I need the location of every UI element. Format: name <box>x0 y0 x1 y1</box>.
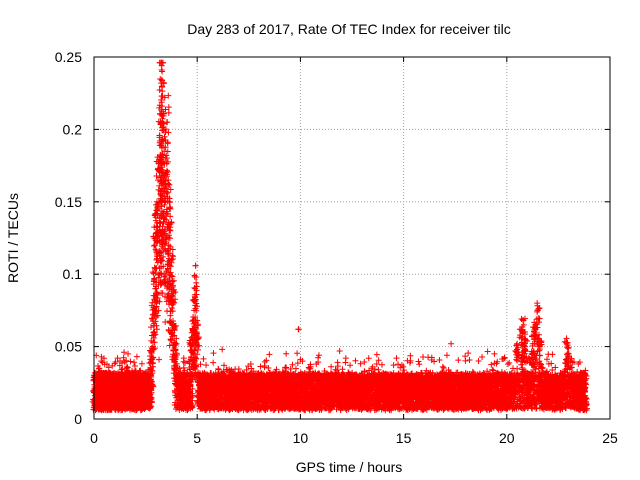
noise-point <box>105 364 112 371</box>
noise-point <box>131 359 138 366</box>
noise-point <box>138 360 145 367</box>
noise-point <box>112 359 119 366</box>
noise-point <box>120 354 127 361</box>
noise-point <box>121 349 128 356</box>
noise-point <box>121 359 128 366</box>
noise-point <box>101 355 108 362</box>
noise-point <box>119 366 126 373</box>
noise-point <box>133 353 140 360</box>
dense-scatter-marks <box>89 59 590 414</box>
noise-point <box>123 357 130 364</box>
noise-point <box>109 362 116 369</box>
noise-point <box>124 364 131 371</box>
noise-point <box>131 363 138 370</box>
noise-point <box>103 361 110 368</box>
noise-point <box>117 357 124 364</box>
noise-point <box>127 358 134 365</box>
